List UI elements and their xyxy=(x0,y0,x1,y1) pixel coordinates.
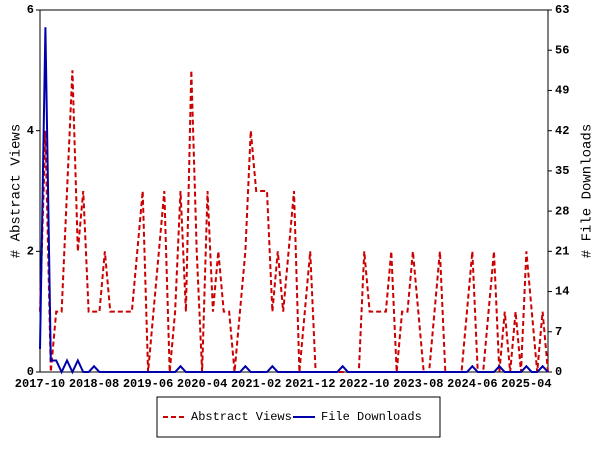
x-tick-label: 2017-10 xyxy=(15,377,65,391)
x-tick-label: 2025-04 xyxy=(501,377,551,391)
y2-tick-label: 28 xyxy=(555,204,569,218)
x-tick-label: 2019-06 xyxy=(123,377,173,391)
y-tick-label: 0 xyxy=(27,365,34,379)
y-tick-label: 6 xyxy=(27,3,34,17)
x-tick-label: 2020-04 xyxy=(177,377,227,391)
series-line xyxy=(39,27,549,375)
y2-tick-label: 7 xyxy=(555,325,562,339)
y-tick-label: 4 xyxy=(27,124,34,138)
x-tick-label: 2024-06 xyxy=(447,377,497,391)
x-tick-label: 2021-02 xyxy=(231,377,281,391)
y2-tick-label: 35 xyxy=(555,164,569,178)
y2-tick-label: 14 xyxy=(555,285,569,299)
x-tick-label: 2021-12 xyxy=(285,377,335,391)
y2-tick-label: 63 xyxy=(555,3,569,17)
y2-tick-label: 21 xyxy=(555,245,569,259)
legend-label: Abstract Views xyxy=(191,410,292,424)
legend-label: File Downloads xyxy=(321,410,422,424)
y2-tick-label: 49 xyxy=(555,84,569,98)
y2-tick-label: 42 xyxy=(555,124,569,138)
y2-tick-label: 0 xyxy=(555,365,562,379)
series-line xyxy=(39,70,549,373)
y2-tick-label: 56 xyxy=(555,43,569,57)
y-tick-label: 2 xyxy=(27,245,34,259)
y2-axis-title: # File Downloads xyxy=(580,124,596,258)
y-axis-title: # Abstract Views xyxy=(9,124,25,258)
x-tick-label: 2018-08 xyxy=(69,377,119,391)
x-tick-label: 2022-10 xyxy=(339,377,389,391)
x-tick-label: 2023-08 xyxy=(393,377,443,391)
